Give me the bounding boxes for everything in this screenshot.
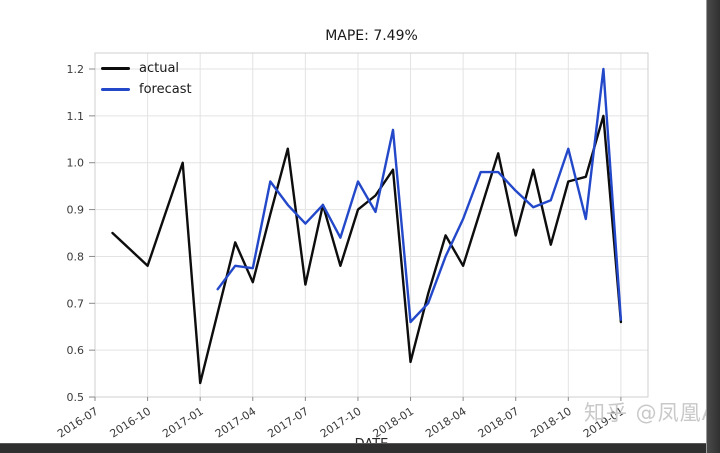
chart-title: MAPE: 7.49% [325,28,418,44]
legend-item-forecast: forecast [101,79,192,100]
y-tick-label: 0.8 [67,250,85,263]
x-tick-label: 2018-04 [423,405,469,441]
y-tick-label: 1.2 [67,63,85,76]
actual-line-swatch [101,67,130,70]
watermark: 知乎 @凤凰AI [584,401,720,425]
x-tick-label: 2016-10 [108,405,154,441]
forecast-line [216,67,623,324]
legend: actual forecast [101,58,192,100]
actual-line [111,114,623,385]
y-tick-label: 1.1 [67,110,85,123]
x-tick-label: 2017-07 [265,405,311,441]
legend-label-forecast: forecast [139,82,192,97]
legend-item-actual: actual [101,58,192,79]
y-tick-label: 0.9 [67,204,85,217]
x-tick-label: 2017-04 [213,405,259,441]
window-bottom-border [0,443,720,453]
x-tick-label: 2017-01 [160,405,206,441]
x-tick-label: 2018-07 [476,405,522,441]
y-tick-label: 0.5 [67,391,85,404]
x-tick-label: 2017-10 [318,405,364,441]
window-right-border [706,0,720,453]
x-tick-label: 2018-01 [371,405,417,441]
forecast-line-swatch [101,88,130,91]
x-tick-label: 2016-07 [55,405,101,441]
y-tick-label: 1.0 [67,157,85,170]
y-tick-label: 0.6 [67,344,85,357]
y-tick-label: 0.7 [67,297,85,310]
legend-label-actual: actual [139,61,180,76]
x-tick-label: 2018-10 [528,405,574,441]
plot-border [94,52,649,398]
